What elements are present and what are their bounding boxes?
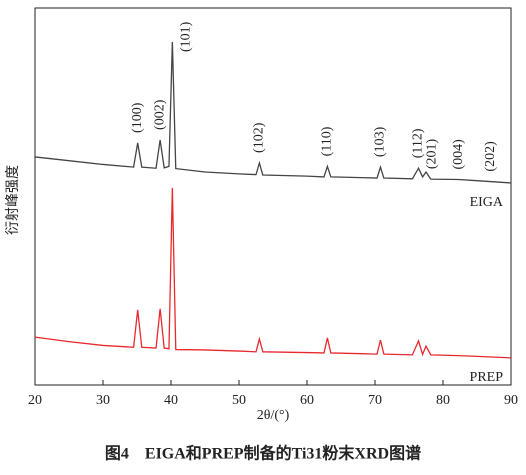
x-tick-label: 90: [504, 393, 518, 408]
peak-label: (112): [411, 128, 426, 158]
x-tick-label: 80: [436, 393, 450, 408]
x-tick-label: 40: [164, 393, 178, 408]
peak-label: (103): [373, 126, 388, 157]
caption: 图4 EIGA和PREP制备的Ti31粉末XRD图谱: [105, 444, 421, 463]
series-label: PREP: [470, 370, 504, 385]
series-label: EIGA: [470, 195, 504, 210]
peak-label: (202): [483, 141, 498, 172]
xrd-curve: [34, 187, 512, 359]
peak-label: (002): [152, 99, 167, 130]
peak-label: (004): [451, 139, 466, 170]
xrd-curve: [34, 41, 512, 184]
x-tick-label: 70: [368, 393, 382, 408]
peak-label: (102): [252, 122, 267, 153]
y-axis-label: 衍射峰强度: [5, 165, 21, 235]
x-tick-label: 20: [28, 393, 42, 408]
x-axis-label: 2θ/(°): [257, 408, 290, 423]
peak-label: (100): [130, 102, 145, 133]
plot-frame: [34, 7, 512, 386]
peak-label: (201): [424, 139, 439, 170]
peak-label: (110): [320, 126, 335, 156]
x-tick-label: 60: [300, 393, 314, 408]
x-tick-label: 30: [96, 393, 110, 408]
x-tick-label: 50: [232, 393, 246, 408]
peak-label: (101): [179, 21, 194, 52]
